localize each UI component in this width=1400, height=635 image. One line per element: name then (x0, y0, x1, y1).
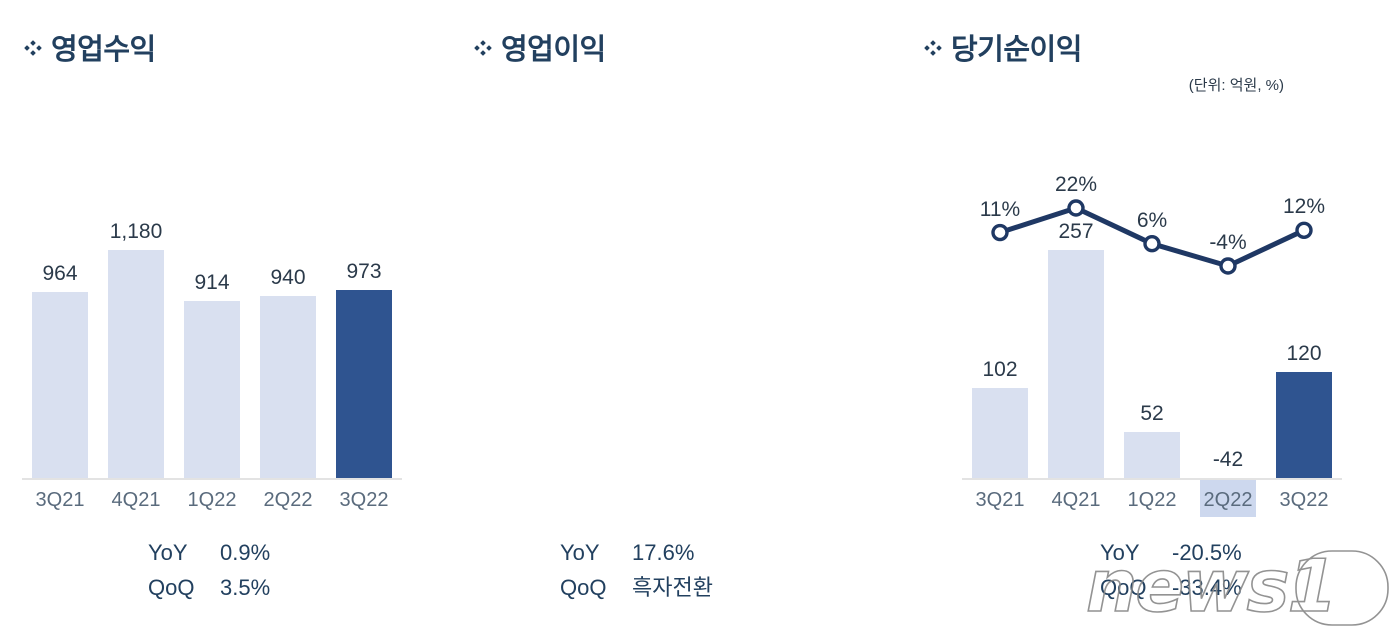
axis-baseline (22, 478, 402, 480)
category-label-4Q21: 4Q21 (111, 489, 161, 511)
page-title: 영업이익 (501, 34, 606, 66)
line-value-label: -4% (1209, 231, 1247, 254)
panel-operating-profit: 영업이익 102 3Q21 257 4Q21 52 1Q22 -42 2Q22 120 3Q22 1… (450, 0, 1342, 635)
bar-3Q21 (972, 387, 1028, 478)
metric-key-qoq: QoQ (148, 575, 195, 601)
four-dot-diamond-icon (24, 39, 42, 61)
panel-title-row: 영업수익 (24, 34, 156, 66)
metrics-operating-revenue: YoY 0.9% QoQ 3.5% (0, 535, 598, 605)
bar-value-label: 914 (194, 271, 230, 295)
bar-value-label: 52 (1140, 401, 1164, 425)
bar-value-label: 120 (1286, 341, 1322, 365)
category-label-1Q22: 1Q22 (187, 489, 237, 511)
chart-operating-profit: 102 3Q21 257 4Q21 52 1Q22 -42 2Q22 120 3Q22 11% 22%… (962, 120, 1342, 518)
metric-value-qoq: 3.5% (220, 575, 271, 601)
line-value-label: 6% (1136, 208, 1168, 232)
category-label-3Q21: 3Q21 (975, 489, 1025, 511)
category-label-2Q22: 2Q22 (263, 489, 313, 511)
bar-1Q22 (184, 301, 240, 478)
metric-value-qoq: -33.4% (1172, 575, 1242, 601)
panel-title-row: 영업이익 (474, 34, 606, 66)
metrics-operating-profit: YoY 17.6% QoQ 흑자전환 (450, 535, 1010, 605)
bar-3Q22 (1276, 371, 1332, 478)
bar-2Q22 (1200, 480, 1256, 518)
panel-title-row: 당기순이익 (924, 34, 1082, 66)
metric-key-yoy: YoY (560, 540, 600, 565)
category-label-4Q21: 4Q21 (1051, 489, 1101, 511)
bar-value-label: 973 (346, 260, 382, 283)
metric-value-yoy: -20.5% (1172, 540, 1242, 565)
line-value-label: 22% (1054, 173, 1098, 196)
category-label-3Q21: 3Q21 (35, 489, 85, 511)
metrics-net-income: YoY -20.5% QoQ -33.4% (900, 535, 1400, 605)
metric-row: YoY 17.6% (560, 535, 1010, 570)
category-label-1Q22: 1Q22 (1127, 489, 1177, 511)
metric-row: YoY 0.9% (148, 535, 598, 570)
bar-value-label: 102 (982, 357, 1018, 381)
bar-2Q22 (260, 296, 316, 478)
category-label-3Q22: 3Q22 (1279, 489, 1329, 511)
metric-row: YoY -20.5% (1100, 535, 1400, 570)
line-value-label: 12% (1282, 195, 1326, 219)
category-label-3Q22: 3Q22 (339, 489, 389, 511)
metric-key-qoq: QoQ (560, 575, 607, 601)
metric-value-yoy: 0.9% (220, 540, 271, 565)
unit-note: (단위: 억원, %) (1188, 77, 1284, 94)
page-title: 당기순이익 (951, 34, 1082, 66)
metric-key-yoy: YoY (148, 540, 188, 565)
metric-row: QoQ 흑자전환 (560, 570, 1010, 605)
bar-4Q21 (1048, 250, 1104, 478)
bar-4Q21 (108, 250, 164, 478)
bar-value-label: -42 (1212, 448, 1244, 471)
chart-operating-revenue: 964 3Q21 1,180 4Q21 914 1Q22 940 2Q22 973 3Q22 (22, 120, 402, 510)
bar-value-label: 1,180 (109, 220, 163, 243)
panel-net-income: 당기순이익 (단위: 억원, %) 2683Q21914Q21581Q22320… (900, 0, 1350, 635)
metric-row: QoQ -33.4% (1100, 570, 1400, 605)
category-label-2Q22: 2Q22 (1203, 489, 1253, 511)
page-title: 영업수익 (51, 34, 156, 66)
metric-value-qoq: 흑자전환 (632, 575, 713, 601)
panel-operating-revenue: 영업수익 964 3Q21 1,180 4Q21 914 1Q22 940 2Q22 973 3Q… (0, 0, 450, 635)
axis-baseline (962, 478, 1342, 480)
bar-3Q21 (32, 291, 88, 478)
four-dot-diamond-icon (924, 39, 942, 61)
metric-row: QoQ 3.5% (148, 570, 598, 605)
bar-value-label: 940 (270, 266, 306, 290)
four-dot-diamond-icon (474, 39, 492, 61)
bar-3Q22 (336, 290, 392, 478)
metric-key-yoy: YoY (1100, 540, 1140, 565)
line-value-label: 11% (979, 197, 1021, 221)
metric-key-qoq: QoQ (1100, 575, 1147, 601)
metric-value-yoy: 17.6% (632, 540, 695, 565)
bar-1Q22 (1124, 431, 1180, 478)
bar-value-label: 964 (42, 261, 78, 285)
